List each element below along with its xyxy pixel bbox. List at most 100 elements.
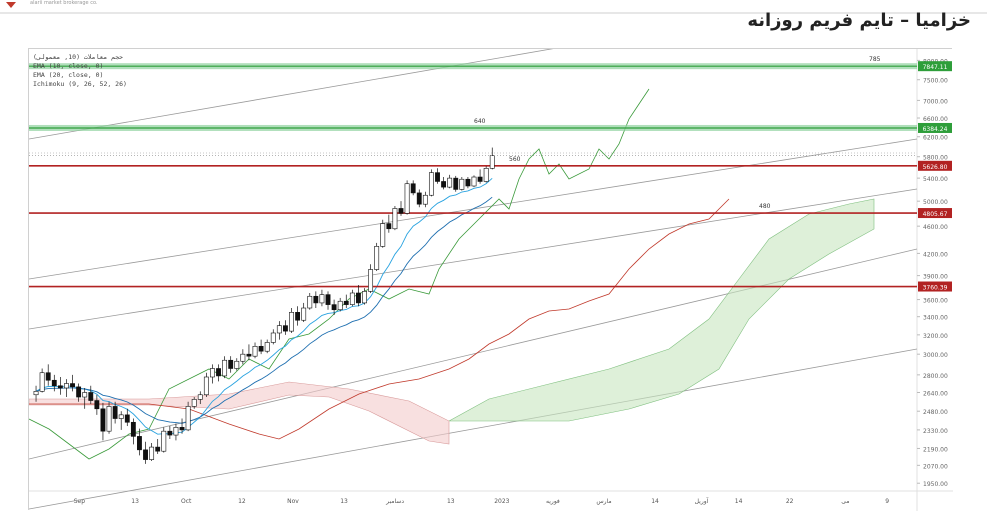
candle [276, 321, 282, 340]
y-tick-label: 3000.00 [923, 352, 948, 359]
y-tick-label: 5400.00 [923, 176, 948, 183]
candle-body [343, 300, 349, 305]
candle-body [94, 400, 100, 410]
candle [435, 168, 440, 184]
candle [422, 191, 428, 208]
level-label: 480 [759, 203, 771, 210]
y-tick-label: 3400.00 [923, 315, 948, 322]
candle-body [70, 383, 75, 388]
level-label: 785 [869, 56, 881, 63]
candle [185, 401, 191, 432]
y-tick-label: 2480.00 [923, 409, 948, 416]
indicator-legend-entry: EMA (20, close, 0) [33, 71, 103, 79]
level-price-tag-text: 4805.67 [923, 211, 948, 218]
candle-body [289, 312, 294, 332]
candle [447, 174, 453, 189]
candle [39, 368, 45, 393]
candle-body [489, 155, 495, 169]
candle-body [106, 406, 112, 432]
candle-body [270, 332, 276, 343]
candle [155, 439, 161, 454]
candle [94, 394, 100, 415]
candle [295, 306, 301, 326]
candle [222, 356, 228, 379]
candle [82, 387, 88, 409]
candle [76, 383, 82, 402]
candle-body [410, 183, 416, 194]
chart-frame: 8000.007500.007000.006600.006200.005800.… [28, 48, 953, 511]
candle [428, 169, 434, 197]
y-tick-label: 3900.00 [923, 274, 948, 281]
candle-body [210, 368, 215, 378]
level-price-tag-text: 3760.39 [923, 285, 948, 292]
candle [483, 166, 489, 183]
candle-body [392, 208, 398, 230]
y-tick-label: 7500.00 [923, 78, 948, 85]
candle-body [471, 176, 477, 187]
candle [331, 299, 337, 315]
candle-body [51, 379, 57, 387]
y-tick-label: 3600.00 [923, 298, 948, 305]
candle-body [465, 178, 471, 187]
candle-body [228, 359, 234, 369]
indicator-legend-entry: Ichimoku (9, 26, 52, 26) [33, 80, 127, 88]
x-tick-label: می [841, 498, 849, 505]
level-price-tag [918, 122, 952, 133]
candle [489, 147, 495, 170]
brand-logo-text: alarii market brokerage co. [30, 0, 98, 6]
candle-body [307, 295, 313, 309]
candle [216, 364, 221, 382]
candlestick-chart[interactable]: 8000.007500.007000.006600.006200.005800.… [29, 49, 953, 511]
candle [51, 374, 57, 392]
candle [313, 291, 319, 309]
candle [149, 443, 155, 462]
candle [57, 376, 63, 395]
candle-body [283, 325, 288, 332]
page-title: خزامیا – تایم فریم روزانه [747, 10, 971, 31]
candle-body [100, 408, 106, 432]
x-tick-label: 22 [786, 498, 794, 505]
level-price-tag [918, 281, 952, 292]
candle-body [483, 168, 489, 182]
candle-body [404, 183, 410, 214]
candle-body [39, 372, 45, 392]
x-tick-label: مارس [596, 498, 611, 505]
candle-body [380, 223, 386, 247]
ema-10-line [35, 177, 493, 435]
candle-body [258, 346, 264, 352]
candle-body [313, 295, 319, 304]
candle [307, 292, 313, 310]
candle-body [167, 430, 173, 436]
candle-body [112, 406, 118, 419]
candle-body [76, 386, 82, 398]
candle [325, 291, 331, 310]
candle-body [82, 392, 88, 398]
candle-body [88, 392, 94, 401]
candle [380, 219, 386, 248]
candle-body [64, 383, 69, 389]
candle-body [435, 172, 440, 182]
candle [143, 441, 148, 464]
candle-body [355, 292, 361, 304]
x-tick-label: 13 [340, 498, 348, 505]
candle-body [447, 177, 453, 188]
candle-body [149, 446, 155, 460]
candle [301, 302, 307, 323]
level-price-tag [918, 208, 952, 219]
candle [240, 349, 246, 365]
candle-body [276, 325, 282, 334]
y-tick-label: 4200.00 [923, 251, 948, 258]
x-tick-label: 14 [651, 498, 659, 505]
y-tick-label: 2640.00 [923, 390, 948, 397]
candle [228, 356, 234, 373]
ichimoku-cloud-bearish [29, 381, 450, 445]
candle [270, 329, 276, 345]
candle-body [222, 359, 228, 377]
ichimoku-kijun-line [29, 198, 730, 440]
candle-body [422, 194, 428, 205]
ema-20-line [35, 196, 493, 424]
candle-body [118, 414, 124, 419]
ichimoku-chikou-line [29, 88, 650, 460]
candle [404, 180, 410, 215]
candle [471, 175, 477, 188]
